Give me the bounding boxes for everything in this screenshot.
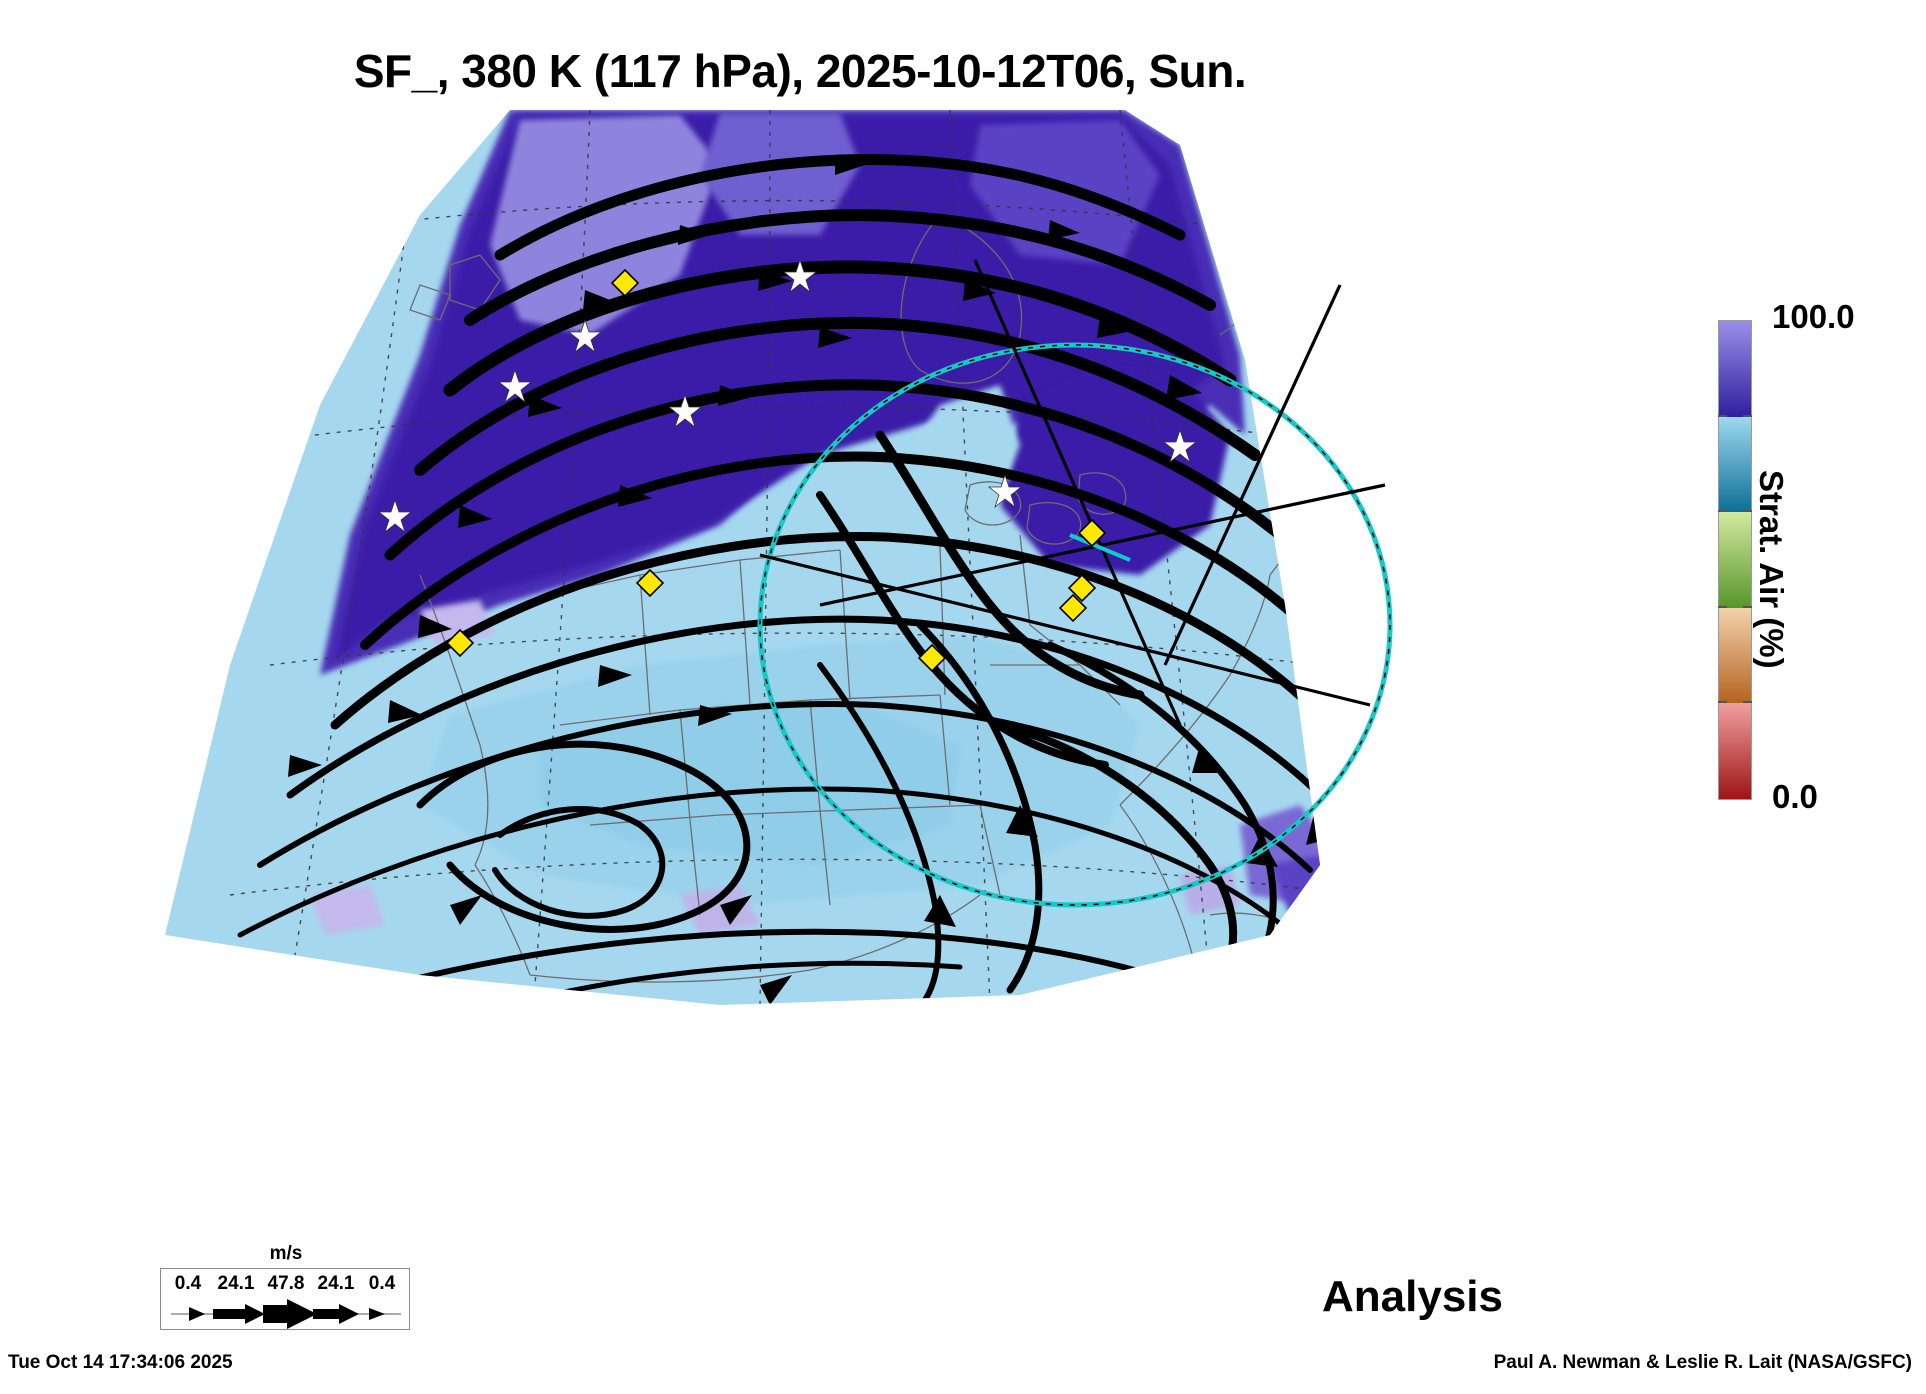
yellow-diamond-marker[interactable] xyxy=(445,628,475,658)
white-star-marker[interactable] xyxy=(567,318,603,354)
colorbar-axis-label: Strat. Air (%) xyxy=(1753,470,1790,669)
wind-tick-2: 47.8 xyxy=(267,1273,305,1294)
yellow-diamond-marker[interactable] xyxy=(917,643,947,673)
page-title: SF_, 380 K (117 hPa), 2025-10-12T06, Sun… xyxy=(353,45,1247,97)
wind-arrow-scale xyxy=(171,1299,401,1329)
wind-tick-4: 0.4 xyxy=(368,1273,396,1294)
flight-track-lines xyxy=(759,259,1386,726)
white-star-marker[interactable] xyxy=(987,473,1023,509)
wind-scale-legend: m/s 0.4 24.1 47.8 24.1 0.4 xyxy=(160,1243,410,1330)
range-ring xyxy=(757,342,1393,908)
map-panel[interactable] xyxy=(120,105,1550,1035)
yellow-diamond-marker[interactable] xyxy=(1067,573,1097,603)
wind-tick-0: 0.4 xyxy=(174,1273,202,1294)
white-star-marker[interactable] xyxy=(497,368,533,404)
wind-tick-3: 24.1 xyxy=(317,1273,355,1294)
flight-track-highlight xyxy=(1069,533,1131,562)
station-markers[interactable] xyxy=(377,258,1198,673)
yellow-diamond-marker[interactable] xyxy=(635,568,665,598)
map-canvas[interactable] xyxy=(120,105,1550,1035)
colorbar[interactable] xyxy=(1718,320,1752,800)
colorbar-segment-green xyxy=(1718,512,1752,608)
yellow-diamond-marker[interactable] xyxy=(1077,518,1107,548)
white-star-marker[interactable] xyxy=(1162,428,1198,464)
author-credit: Paul A. Newman & Leslie R. Lait (NASA/GS… xyxy=(1493,1352,1912,1373)
yellow-diamond-marker[interactable] xyxy=(610,268,640,298)
wind-tick-1: 24.1 xyxy=(217,1273,255,1294)
contour-fill-layer xyxy=(165,110,1320,1005)
streamlines-layer xyxy=(237,153,1319,1005)
colorbar-segment-brown xyxy=(1718,607,1752,704)
wind-units-label: m/s xyxy=(269,1243,303,1264)
colorbar-min-label: 0.0 xyxy=(1772,778,1818,815)
colorbar-segment-red xyxy=(1719,703,1751,799)
yellow-diamond-marker[interactable] xyxy=(1058,593,1088,623)
white-star-marker[interactable] xyxy=(377,498,413,534)
colorbar-max-label: 100.0 xyxy=(1772,298,1855,335)
white-star-marker[interactable] xyxy=(782,258,818,294)
colorbar-segment-blue xyxy=(1718,416,1752,513)
white-star-marker[interactable] xyxy=(667,393,703,429)
colorbar-segment-purple xyxy=(1718,321,1752,417)
analysis-label: Analysis xyxy=(1322,1272,1503,1321)
generated-timestamp: Tue Oct 14 17:34:06 2025 xyxy=(8,1352,233,1373)
